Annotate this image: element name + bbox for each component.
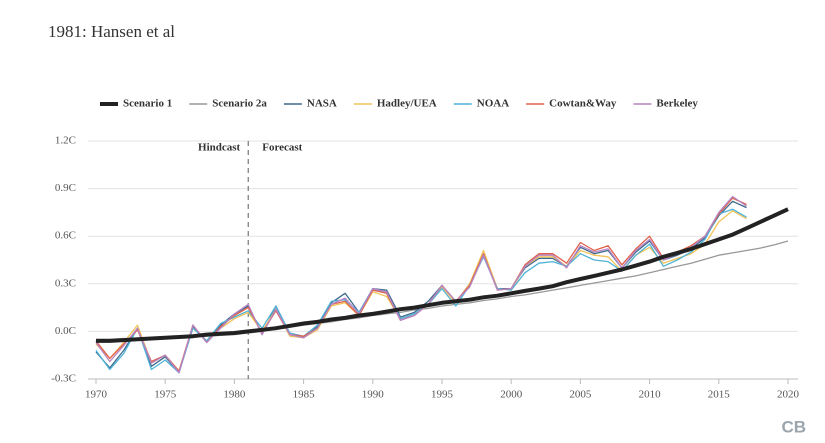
legend-label: Scenario 2a (212, 98, 267, 110)
x-tick-label: 2015 (708, 389, 731, 401)
series-line (95, 200, 747, 374)
x-tick-label: 1975 (154, 389, 177, 401)
annotation: Hindcast (198, 142, 241, 154)
legend-label: Scenario 1 (123, 98, 172, 110)
x-tick-label: 2010 (639, 389, 662, 401)
x-tick-label: 1985 (293, 389, 316, 401)
x-tick-label: 2005 (569, 389, 592, 401)
legend-label: Hadley/UEA (377, 98, 437, 110)
y-tick-label: 0.3C (55, 277, 76, 289)
legend-label: Cowtan&Way (549, 98, 617, 110)
x-tick-label: 1970 (85, 389, 108, 401)
legend-label: Berkeley (656, 98, 698, 110)
y-tick-label: 0.0C (55, 325, 76, 337)
chart-title: 1981: Hansen et al (48, 22, 175, 41)
series-line (95, 208, 747, 374)
x-tick-label: 1990 (362, 389, 385, 401)
series-line (95, 197, 747, 372)
y-tick-label: 0.6C (55, 230, 76, 242)
logo: CB (781, 417, 806, 436)
annotation: Forecast (262, 142, 302, 154)
x-tick-label: 2000 (500, 389, 523, 401)
y-tick-label: 0.9C (55, 182, 76, 194)
legend-label: NASA (307, 98, 337, 110)
series-line (95, 210, 747, 372)
x-tick-label: 2020 (777, 389, 800, 401)
series-line (95, 195, 747, 374)
y-tick-label: 1.2C (55, 135, 76, 147)
series-line (96, 207, 789, 343)
x-tick-label: 1995 (431, 389, 454, 401)
y-tick-label: -0.3C (51, 373, 76, 385)
x-tick-label: 1980 (223, 389, 246, 401)
legend-label: NOAA (477, 98, 509, 110)
